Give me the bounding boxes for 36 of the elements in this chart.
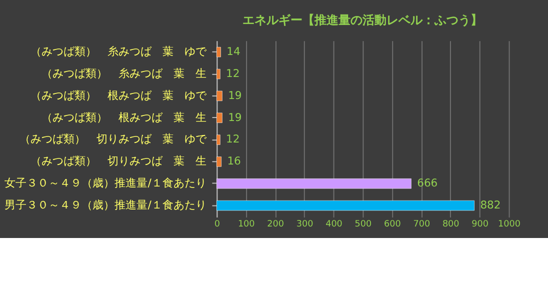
bar <box>216 200 474 211</box>
y-tick-label: （みつば類） 切りみつば 葉 生 <box>30 154 206 168</box>
x-tick-label: 900 <box>472 219 489 230</box>
x-tick-label: 500 <box>354 219 372 230</box>
bar <box>216 178 412 189</box>
x-tick-label: 100 <box>238 219 256 230</box>
y-tick-label: （みつば類） 糸みつば 葉 生 <box>41 66 206 80</box>
data-label: 19 <box>228 88 242 102</box>
data-label: 12 <box>226 66 240 80</box>
bar <box>216 156 222 167</box>
data-label: 16 <box>227 154 242 168</box>
bar <box>216 68 220 80</box>
data-label: 12 <box>226 132 240 146</box>
y-tick-label: （みつば類） 根みつば 葉 ゆで <box>30 88 208 102</box>
x-tick-label: 1000 <box>498 219 521 230</box>
x-tick-label: 300 <box>296 219 314 230</box>
x-tick-label: 800 <box>442 219 460 230</box>
data-label: 14 <box>226 45 240 58</box>
data-label: 19 <box>228 110 242 124</box>
y-tick-label: 女子３０～４９（歳）推進量/１食あたり <box>4 176 206 190</box>
x-tick-label: 200 <box>267 219 284 230</box>
chart-title: エネルギー【推進量の活動レベル：ふつう】 <box>242 12 483 27</box>
x-tick-label: 400 <box>326 219 343 230</box>
bar <box>216 90 222 102</box>
y-tick-label: （みつば類） 切りみつば 葉 ゆで <box>19 132 208 146</box>
bar <box>216 134 220 145</box>
y-tick-label: （みつば類） 根みつば 葉 生 <box>41 110 206 124</box>
y-tick-label: （みつば類） 糸みつば 葉 ゆで <box>30 45 208 58</box>
data-label: 882 <box>480 198 501 212</box>
x-tick-label: 600 <box>384 219 402 230</box>
bar <box>216 47 221 58</box>
y-tick-label: 男子３０～４９（歳）推進量/１食あたり <box>4 198 206 212</box>
data-label: 666 <box>417 176 438 190</box>
bar <box>216 112 222 123</box>
x-tick-label: 700 <box>413 219 430 230</box>
x-tick-label: 0 <box>214 219 220 230</box>
